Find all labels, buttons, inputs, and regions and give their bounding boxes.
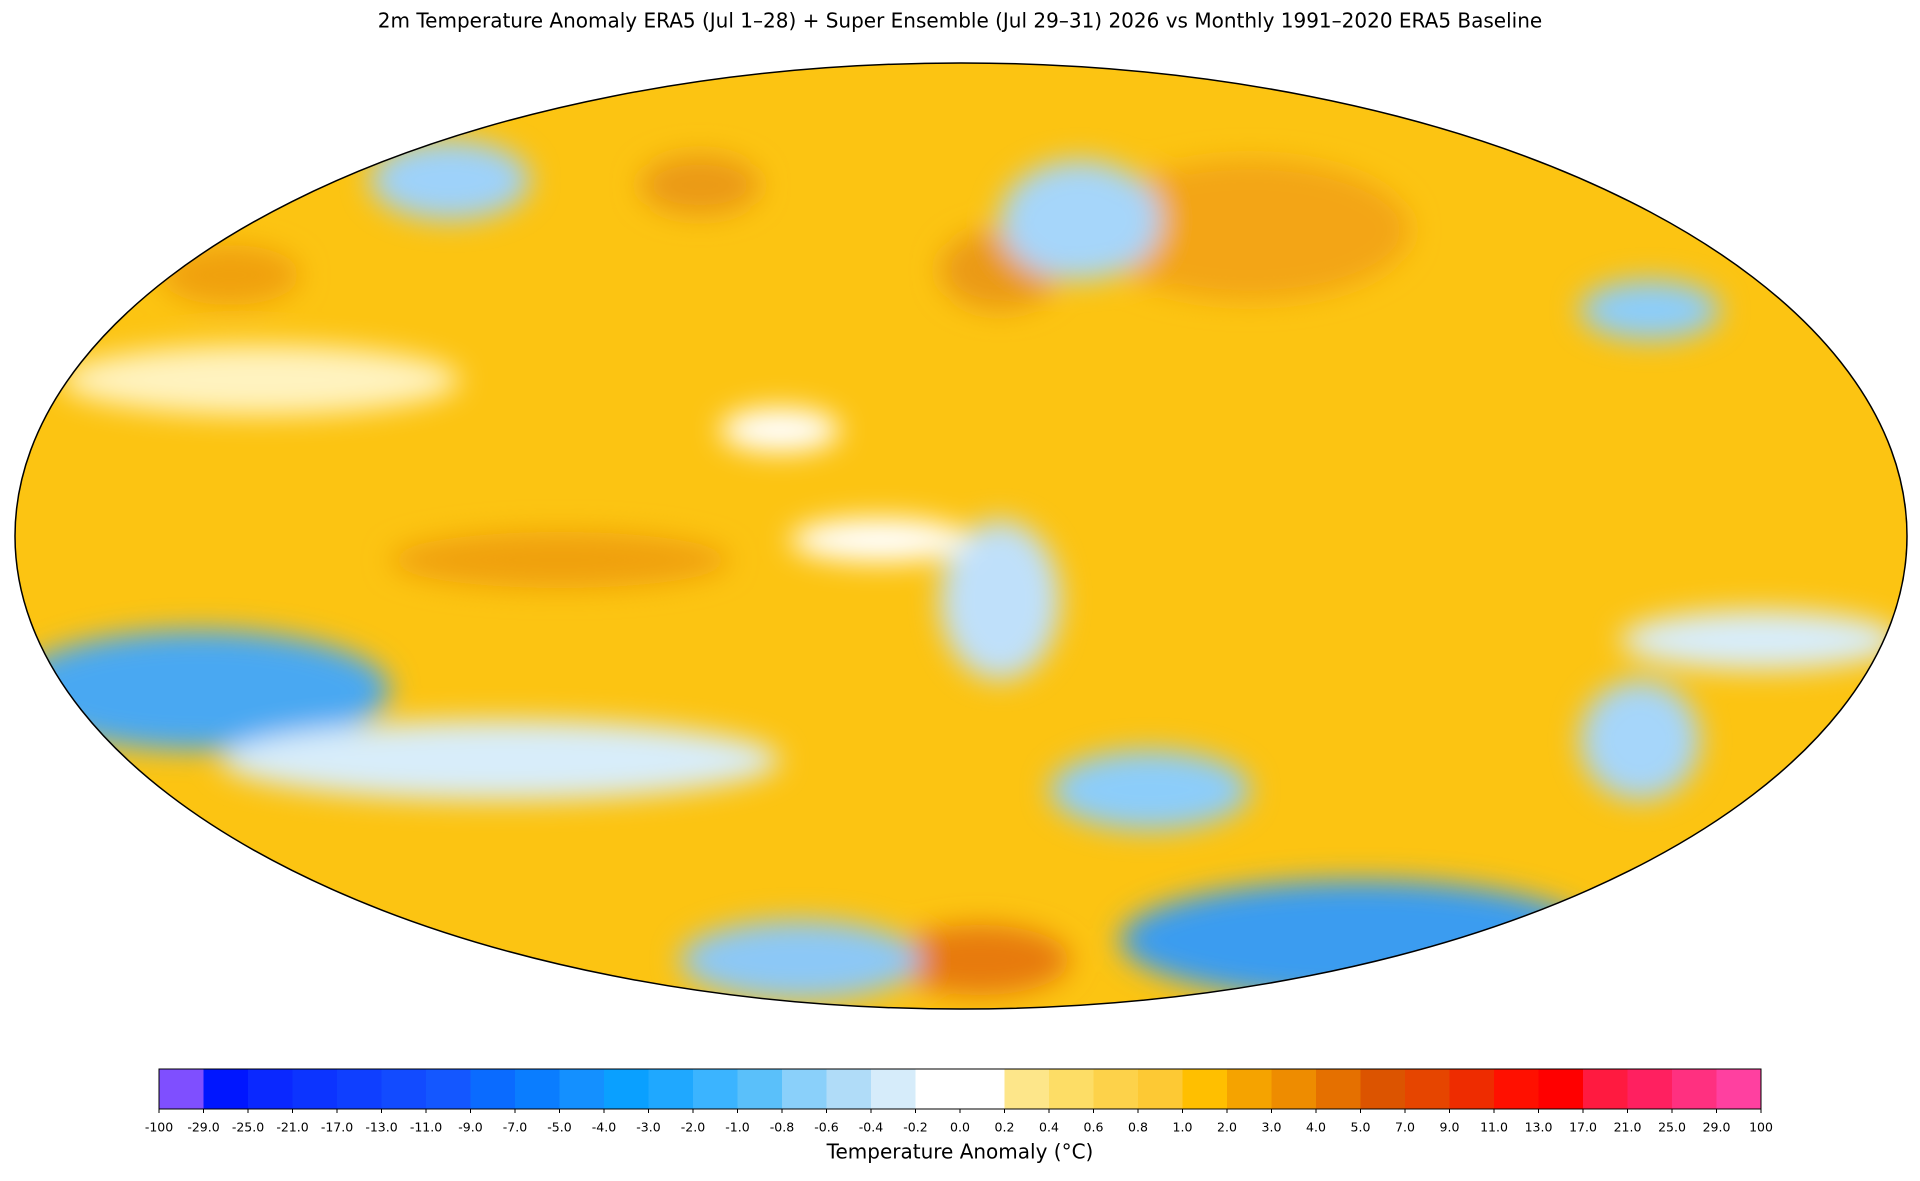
colorbar-tick-label: 1.0 bbox=[1173, 1120, 1193, 1135]
colorbar-tick-label: -0.2 bbox=[903, 1120, 927, 1135]
colorbar-bin bbox=[1271, 1069, 1317, 1109]
colorbar-bin bbox=[1138, 1069, 1183, 1109]
colorbar-tick-label: 0.2 bbox=[995, 1120, 1015, 1135]
colorbar-tick-label: 5.0 bbox=[1351, 1120, 1371, 1135]
colorbar-bin bbox=[1583, 1069, 1628, 1109]
colorbar-tick-label: -17.0 bbox=[321, 1120, 353, 1135]
colorbar-bin bbox=[1672, 1069, 1717, 1109]
colorbar-bin bbox=[1049, 1069, 1094, 1109]
colorbar-bin bbox=[604, 1069, 649, 1109]
colorbar-tick-label: -9.0 bbox=[458, 1120, 482, 1135]
colorbar-tick-label: -0.8 bbox=[770, 1120, 794, 1135]
colorbar-bin bbox=[337, 1069, 382, 1109]
colorbar-tick-label: 100 bbox=[1749, 1120, 1773, 1135]
colorbar-tick-label: 21.0 bbox=[1614, 1120, 1642, 1135]
colorbar-bin bbox=[1316, 1069, 1361, 1109]
colorbar-bin bbox=[960, 1069, 1005, 1109]
colorbar-tick-label: 0.4 bbox=[1039, 1120, 1059, 1135]
colorbar-bin bbox=[248, 1069, 293, 1109]
colorbar-tick-label: 0.8 bbox=[1128, 1120, 1148, 1135]
map-outline bbox=[14, 62, 1908, 1010]
colorbar-bin bbox=[693, 1069, 738, 1109]
colorbar-tick-label: 29.0 bbox=[1703, 1120, 1731, 1135]
colorbar-bin bbox=[1627, 1069, 1673, 1109]
colorbar-bin bbox=[381, 1069, 427, 1109]
map-title: 2m Temperature Anomaly ERA5 (Jul 1–28) +… bbox=[378, 9, 1542, 33]
colorbar-tick-label: 25.0 bbox=[1658, 1120, 1686, 1135]
colorbar-bin bbox=[426, 1069, 471, 1109]
colorbar-bin bbox=[782, 1069, 827, 1109]
colorbar-tick-label: 9.0 bbox=[1440, 1120, 1460, 1135]
colorbar-bin bbox=[1360, 1069, 1406, 1109]
colorbar-bin bbox=[1449, 1069, 1495, 1109]
colorbar-tick-label: 11.0 bbox=[1480, 1120, 1508, 1135]
colorbar-bin bbox=[1716, 1069, 1762, 1109]
colorbar-tick-label: -4.0 bbox=[592, 1120, 616, 1135]
colorbar-bin bbox=[1093, 1069, 1139, 1109]
colorbar-bin bbox=[1227, 1069, 1272, 1109]
colorbar-bin bbox=[1494, 1069, 1539, 1109]
colorbar-label: Temperature Anomaly (°C) bbox=[826, 1140, 1094, 1164]
colorbar-tick-label: 3.0 bbox=[1262, 1120, 1282, 1135]
colorbar-tick-label: -0.4 bbox=[859, 1120, 883, 1135]
colorbar-tick-label: 17.0 bbox=[1569, 1120, 1597, 1135]
colorbar-tick-label: -29.0 bbox=[187, 1120, 219, 1135]
colorbar-bin bbox=[737, 1069, 783, 1109]
colorbar-tick-label: -1.0 bbox=[725, 1120, 749, 1135]
colorbar-tick-label: -25.0 bbox=[232, 1120, 264, 1135]
colorbar-bin bbox=[915, 1069, 961, 1109]
colorbar-tick-label: -2.0 bbox=[681, 1120, 705, 1135]
colorbar-tick-label: 4.0 bbox=[1306, 1120, 1326, 1135]
map bbox=[15, 63, 1907, 1009]
colorbar-bin bbox=[159, 1069, 204, 1109]
colorbar-bin bbox=[1405, 1069, 1450, 1109]
colorbar-bin bbox=[1538, 1069, 1584, 1109]
colorbar-bin bbox=[292, 1069, 338, 1109]
colorbar-bin bbox=[1004, 1069, 1050, 1109]
colorbar-tick-label: 0.0 bbox=[950, 1120, 970, 1135]
colorbar-tick-label: 13.0 bbox=[1525, 1120, 1553, 1135]
colorbar-tick-label: -13.0 bbox=[365, 1120, 397, 1135]
colorbar-tick-label: 0.6 bbox=[1084, 1120, 1104, 1135]
colorbar-tick-label: -0.6 bbox=[814, 1120, 838, 1135]
colorbar-bin bbox=[871, 1069, 916, 1109]
colorbar-bin bbox=[515, 1069, 560, 1109]
colorbar-tick-label: -21.0 bbox=[276, 1120, 308, 1135]
colorbar: -100 -29.0 -25.0 -21.0 -17.0 -13.0 -11.0 -9.0 -7… bbox=[145, 1068, 1773, 1135]
colorbar-bin bbox=[203, 1069, 249, 1109]
colorbar-tick-label: -11.0 bbox=[410, 1120, 442, 1135]
colorbar-tick-label: 7.0 bbox=[1395, 1120, 1415, 1135]
colorbar-tick-label: -7.0 bbox=[503, 1120, 527, 1135]
colorbar-bin bbox=[1182, 1069, 1228, 1109]
colorbar-tick-label: -100 bbox=[145, 1120, 173, 1135]
colorbar-bin bbox=[826, 1069, 872, 1109]
colorbar-bin bbox=[470, 1069, 516, 1109]
colorbar-bin bbox=[559, 1069, 605, 1109]
anomaly-field bbox=[15, 140, 1900, 1000]
colorbar-tick-label: 2.0 bbox=[1217, 1120, 1237, 1135]
colorbar-bin bbox=[648, 1069, 694, 1109]
colorbar-tick-label: -5.0 bbox=[547, 1120, 571, 1135]
colorbar-tick-label: -3.0 bbox=[636, 1120, 660, 1135]
